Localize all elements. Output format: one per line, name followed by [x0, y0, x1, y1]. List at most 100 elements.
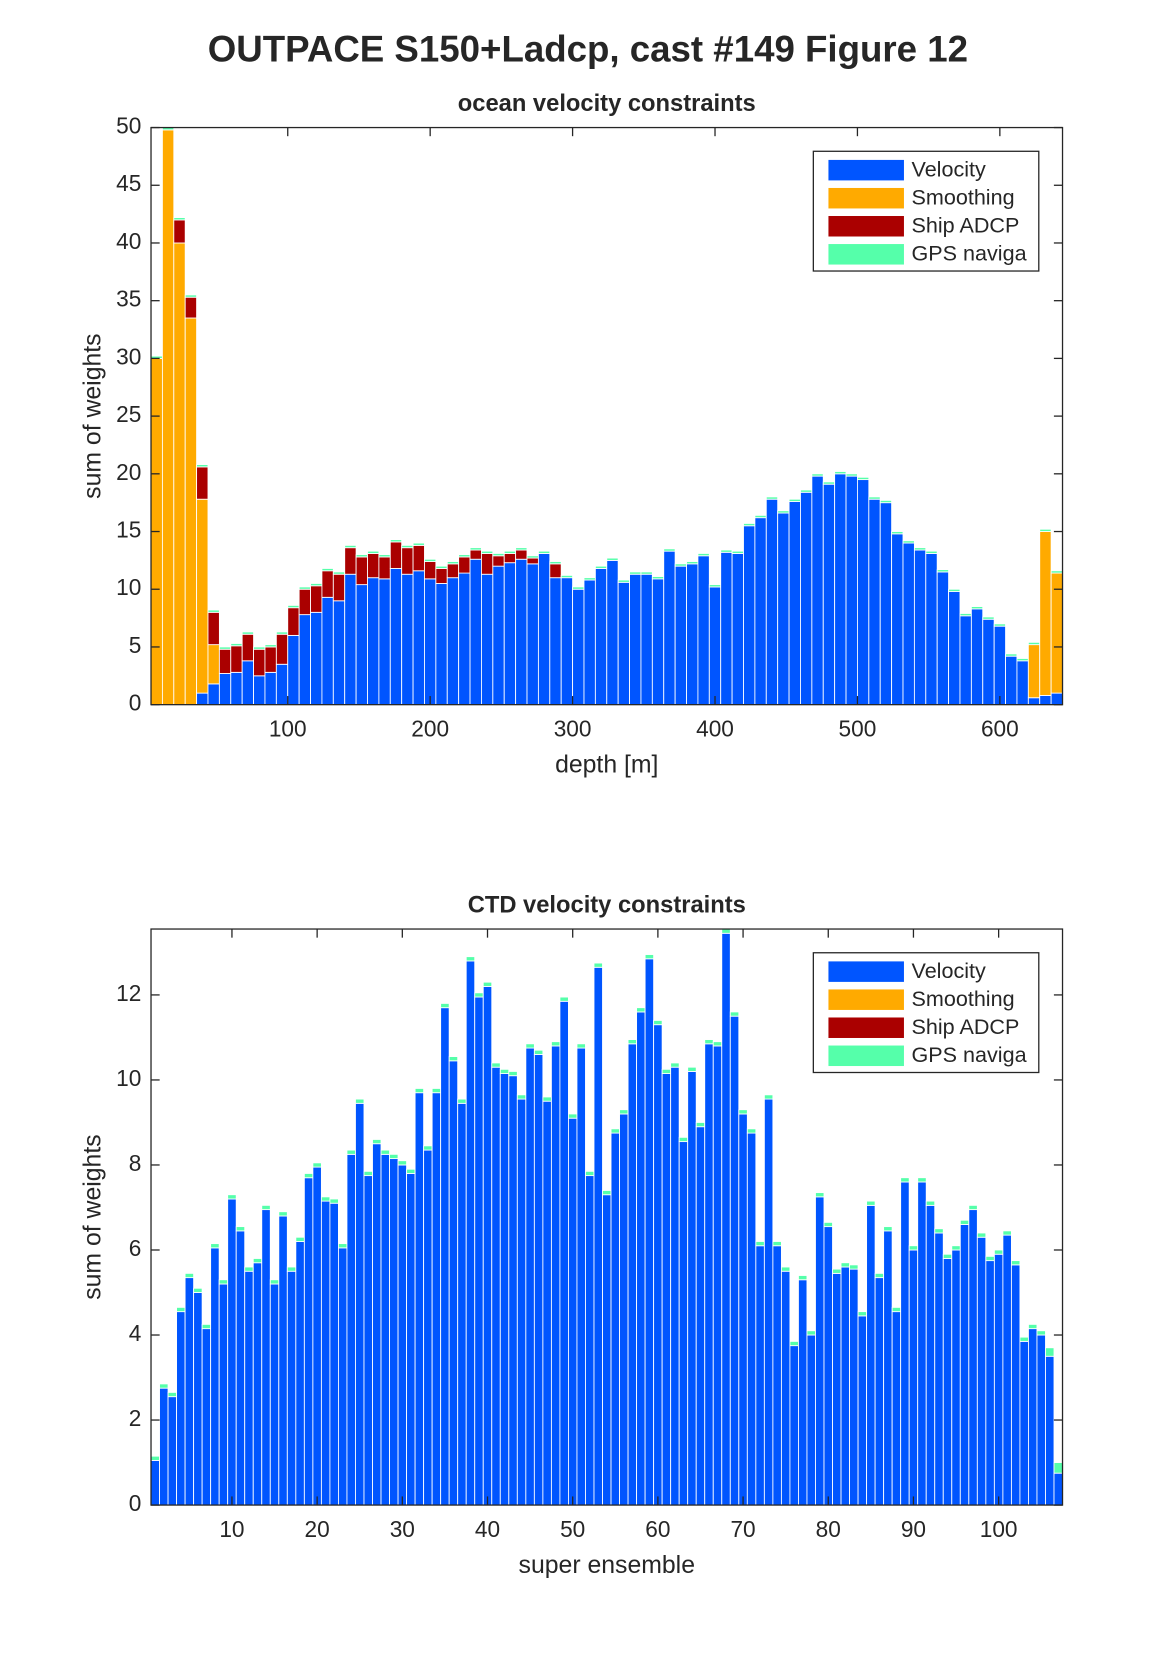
bar-segment: [942, 1253, 953, 1259]
bar-segment: [389, 541, 403, 569]
bar-segment: [1053, 1472, 1063, 1506]
bar-segment: [789, 1345, 799, 1506]
legend: Velocity Smoothing Ship ADCP GPS naviga: [812, 952, 1040, 1074]
bar-segment: [193, 1292, 203, 1506]
bar-segment: [811, 473, 824, 477]
bar-segment: [674, 563, 687, 567]
bar-segment: [446, 577, 460, 705]
bar-segment: [985, 1260, 995, 1506]
bar-segment: [925, 1204, 936, 1506]
bar-segment: [619, 1113, 629, 1506]
bar-segment: [431, 1088, 442, 1094]
bar-segment: [401, 573, 414, 705]
bar-segment: [1028, 1323, 1038, 1330]
bar-segment: [303, 1177, 314, 1506]
bar-segment: [549, 563, 562, 579]
bar-segment: [806, 1334, 816, 1506]
legend-swatch: [828, 1045, 904, 1067]
bar-segment: [866, 1204, 876, 1506]
bar-segment: [1045, 1347, 1055, 1357]
bar-segment: [469, 558, 482, 705]
bar-segment: [435, 583, 448, 705]
bar-segment: [1010, 1264, 1021, 1506]
bar-segment: [610, 1128, 620, 1134]
bar-segment: [840, 1266, 850, 1506]
bar-segment: [891, 533, 904, 705]
legend-label: Ship ADCP: [912, 212, 1020, 237]
bar-segment: [1016, 660, 1029, 705]
bar-segment: [235, 1226, 246, 1232]
bar-segment: [959, 613, 972, 617]
bar-segment: [474, 996, 484, 1506]
bar-segment: [207, 609, 220, 613]
bar-segment: [720, 549, 733, 553]
bar-segment: [264, 671, 277, 705]
bar-segment: [278, 1211, 288, 1217]
x-tick-label: 70: [730, 1516, 755, 1542]
bar-segment: [1028, 1328, 1038, 1506]
bar-segment: [278, 1215, 288, 1506]
bar-segment: [993, 623, 1006, 627]
bar-segment: [640, 573, 653, 705]
bar-segment: [372, 1143, 382, 1506]
y-tick-label: 10: [116, 574, 141, 600]
bar-segment: [815, 1196, 825, 1506]
bar-segment: [412, 542, 425, 546]
bar-segment: [721, 932, 731, 1506]
bar-segment: [196, 464, 209, 468]
bar-segment: [261, 1204, 271, 1211]
bar-segment: [636, 1011, 646, 1506]
bar-segment: [891, 531, 904, 535]
x-tick-label: 10: [219, 1516, 244, 1542]
bar-segment: [218, 1283, 229, 1506]
bar-segment: [332, 571, 346, 575]
bar-segment: [811, 475, 824, 705]
bar-segment: [985, 1255, 995, 1262]
bar-segment: [934, 1228, 944, 1234]
bar-segment: [674, 565, 687, 705]
bar-segment: [743, 525, 756, 705]
bar-segment: [412, 544, 425, 572]
chart-title: CTD velocity constraints: [468, 893, 746, 919]
bar-segment: [151, 1459, 160, 1506]
bar-segment: [798, 1279, 808, 1506]
bar-segment: [687, 1071, 697, 1506]
bar-segment: [435, 568, 448, 584]
bar-segment: [492, 553, 505, 557]
bar-segment: [746, 1132, 757, 1506]
bar-segment: [542, 1096, 552, 1102]
bar-segment: [815, 1192, 825, 1198]
x-axis-label: depth [m]: [555, 752, 658, 779]
bar-segment: [516, 1094, 527, 1100]
bar-segment: [572, 588, 585, 705]
bar-segment: [651, 578, 665, 705]
bar-segment: [606, 559, 619, 705]
bar-segment: [1019, 1340, 1029, 1506]
bar-segment: [993, 625, 1006, 705]
bar-segment: [866, 1200, 876, 1206]
bar-segment: [332, 600, 346, 705]
bar-segment: [583, 579, 596, 705]
y-tick-label: 35: [116, 286, 141, 312]
bar-segment: [1053, 1462, 1063, 1474]
bar-segment: [320, 1200, 331, 1506]
bar-segment: [184, 294, 198, 298]
bar-segment: [244, 1266, 254, 1272]
bar-segment: [644, 958, 655, 1506]
bar-segment: [508, 1071, 518, 1077]
x-tick-label: 100: [980, 1516, 1018, 1542]
bar-segment: [303, 1173, 314, 1179]
bar-segment: [832, 1268, 842, 1274]
bar-segment: [925, 1200, 936, 1206]
bar-segment: [936, 571, 950, 705]
bar-segment: [337, 1243, 348, 1249]
bar-segment: [184, 296, 198, 319]
bar-segment: [636, 1007, 646, 1013]
legend-label: Velocity: [912, 156, 987, 181]
bar-segment: [252, 1258, 263, 1264]
bar-segment: [227, 1194, 237, 1200]
bar-segment: [644, 954, 655, 960]
y-tick-label: 50: [116, 113, 141, 139]
bar-segment: [1027, 644, 1041, 699]
bar-segment: [743, 523, 756, 527]
